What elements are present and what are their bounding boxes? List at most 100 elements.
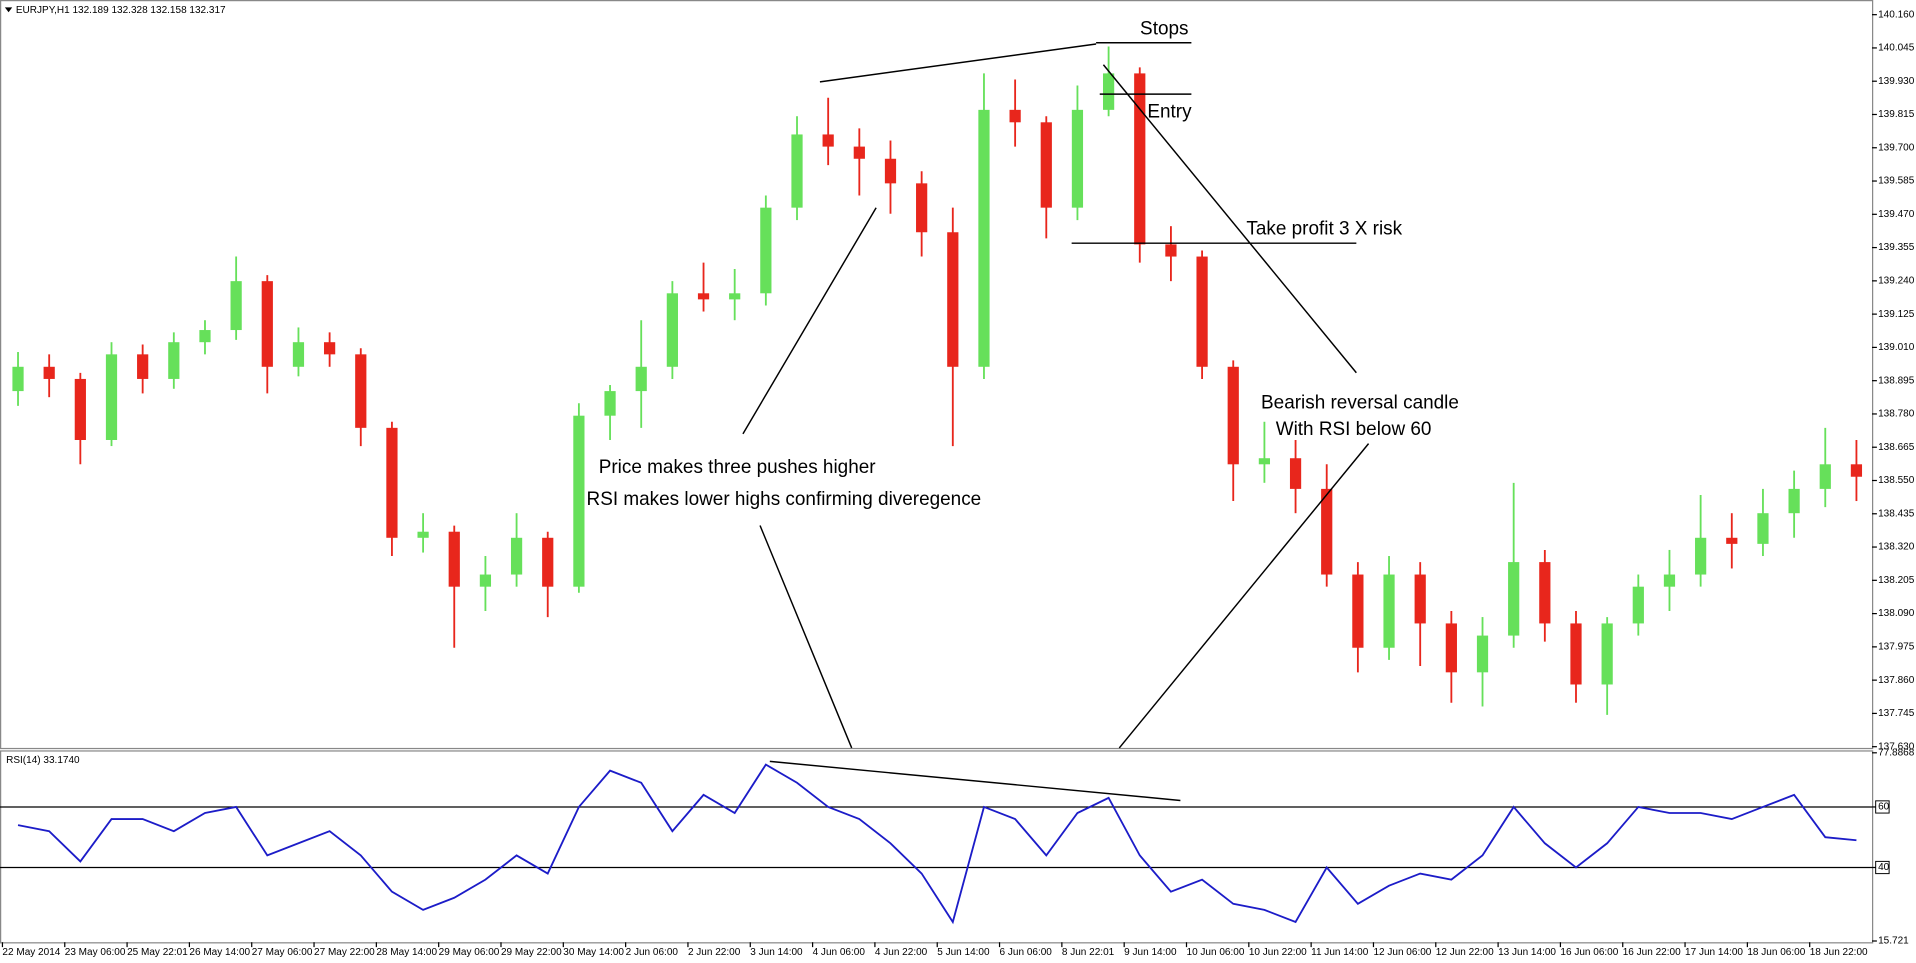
candle-body xyxy=(1321,488,1333,575)
candle-body xyxy=(1383,574,1395,648)
candle-body xyxy=(697,293,710,300)
candle-body xyxy=(1508,562,1520,636)
x-tick-label: 18 Jun 06:00 xyxy=(1747,947,1805,958)
x-tick-label: 4 Jun 22:00 xyxy=(875,947,928,958)
y-tick-label: 139.930 xyxy=(1878,76,1915,87)
x-tick-label: 3 Jun 14:00 xyxy=(750,947,803,958)
candle-body xyxy=(1788,488,1800,514)
x-tick-label: 25 May 22:01 xyxy=(127,947,188,958)
candle-body xyxy=(43,366,55,379)
y-tick-label: 137.860 xyxy=(1878,675,1915,686)
indicator-title: RSI(14) 33.1740 xyxy=(6,755,80,766)
candle-body xyxy=(760,207,772,294)
candle-body xyxy=(542,537,554,587)
candle-body xyxy=(1414,574,1426,624)
x-tick-label: 10 Jun 06:00 xyxy=(1187,947,1245,958)
candle-body xyxy=(1289,458,1302,489)
candle-body xyxy=(1102,73,1115,110)
y-tick-label: 60 xyxy=(1878,802,1890,813)
candle-body xyxy=(1009,109,1021,123)
candle-body xyxy=(604,391,616,416)
y-tick-label: 137.630 xyxy=(1878,741,1915,752)
y-tick-label: 138.090 xyxy=(1878,608,1915,619)
marks: 140.160 140.045 139.930 139.815 139.700 139.5… xyxy=(0,9,1915,958)
candle-body xyxy=(853,146,865,159)
x-tick-label: 26 May 14:00 xyxy=(189,947,250,958)
y-tick-label: 137.745 xyxy=(1878,708,1915,719)
annotation: Take profit 3 X risk xyxy=(1246,219,1402,240)
candle-body xyxy=(510,537,523,575)
candle-body xyxy=(1165,244,1177,257)
x-tick-label: 27 May 22:00 xyxy=(314,947,375,958)
candle-body xyxy=(355,354,367,428)
pointer-line xyxy=(759,525,853,749)
candle-body xyxy=(1352,574,1364,648)
x-tick-label: 17 Jun 14:00 xyxy=(1685,947,1743,958)
candle-body xyxy=(1258,458,1271,465)
y-tick-label: 138.550 xyxy=(1878,475,1915,486)
x-tick-label: 9 Jun 14:00 xyxy=(1124,947,1177,958)
candle-body xyxy=(1445,623,1457,673)
x-tick-label: 23 May 06:00 xyxy=(65,947,126,958)
x-tick-label: 2 Jun 22:00 xyxy=(688,947,741,958)
y-tick-label: 15.721 xyxy=(1878,936,1909,947)
x-tick-label: 18 Jun 22:00 xyxy=(1810,947,1868,958)
candle-body xyxy=(1663,574,1676,587)
candle-body xyxy=(1570,623,1582,685)
x-tick-label: 4 Jun 06:00 xyxy=(813,947,866,958)
candle-body xyxy=(12,366,24,392)
candle-body xyxy=(729,293,741,300)
candle-body xyxy=(884,158,897,184)
menu-arrow xyxy=(4,7,13,13)
x-tick-label: 13 Jun 14:00 xyxy=(1498,947,1556,958)
y-tick-label: 139.585 xyxy=(1878,176,1915,187)
x-tick-label: 12 Jun 06:00 xyxy=(1373,947,1431,958)
chart-title: EURJPY,H1 132.189 132.328 132.158 132.31… xyxy=(16,5,226,16)
candle-body xyxy=(1632,586,1644,624)
x-tick-label: 27 May 06:00 xyxy=(252,947,313,958)
y-tick-label: 139.355 xyxy=(1878,242,1915,253)
candle-body xyxy=(1040,122,1052,208)
candle-body xyxy=(1476,635,1489,673)
y-tick-label: 139.470 xyxy=(1878,209,1915,220)
annotation: Entry xyxy=(1147,101,1192,122)
level-box xyxy=(1875,860,1890,875)
y-tick-label: 138.780 xyxy=(1878,409,1915,420)
x-tick-label: 6 Jun 06:00 xyxy=(1000,947,1053,958)
pointer-line xyxy=(742,207,877,435)
candle-body xyxy=(261,281,273,367)
candle-body xyxy=(822,134,834,147)
candle-body xyxy=(417,531,429,538)
y-tick-label: 138.435 xyxy=(1878,508,1915,519)
candle-body xyxy=(1134,73,1146,245)
annotation: Stops xyxy=(1140,18,1188,39)
x-tick-label: 28 May 14:00 xyxy=(376,947,437,958)
candle-body xyxy=(573,415,585,587)
candle-body xyxy=(947,232,959,367)
candle-body xyxy=(1227,366,1239,465)
candle-body xyxy=(1819,464,1831,489)
x-tick-label: 10 Jun 22:00 xyxy=(1249,947,1307,958)
candle-body xyxy=(479,574,492,587)
y-tick-label: 139.125 xyxy=(1878,309,1915,320)
x-tick-label: 16 Jun 22:00 xyxy=(1623,947,1681,958)
candle-body xyxy=(635,366,647,392)
candle-body xyxy=(292,342,305,367)
x-tick-label: 22 May 2014 xyxy=(2,947,60,958)
x-tick-label: 29 May 06:00 xyxy=(439,947,500,958)
candle-body xyxy=(105,354,118,440)
candle-body xyxy=(324,342,336,355)
annotation: RSI makes lower highs confirming divereg… xyxy=(587,489,982,510)
y-tick-label: 139.815 xyxy=(1878,109,1915,120)
candle-body xyxy=(137,354,149,379)
candle-body xyxy=(448,531,460,587)
annotation-lines xyxy=(742,42,1370,802)
price-panel xyxy=(0,0,1874,750)
candle-body xyxy=(386,427,398,538)
annotation: With RSI below 60 xyxy=(1276,419,1432,440)
y-tick-label: 139.240 xyxy=(1878,275,1915,286)
candle-body xyxy=(168,342,180,379)
